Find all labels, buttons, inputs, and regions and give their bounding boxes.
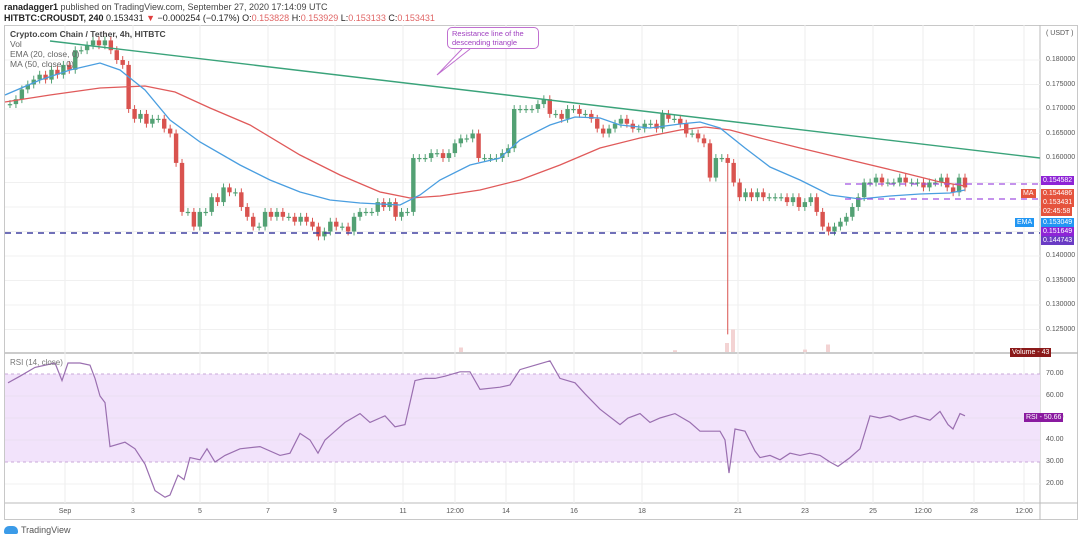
- chart-frame: [4, 25, 1078, 520]
- time-tick: 12:00: [1015, 508, 1033, 515]
- price-tag: 0.153431: [1041, 198, 1075, 207]
- price-tag: 0.154486: [1041, 189, 1075, 198]
- price-tag: 0.153049: [1041, 218, 1075, 227]
- rsi-tick: 40.00: [1046, 436, 1064, 443]
- rsi-tag-value: 50.66: [1043, 414, 1062, 421]
- volume-tag-label: Volume: [1012, 349, 1036, 356]
- legend-ema[interactable]: EMA (20, close, 0): [10, 49, 80, 59]
- time-tick: 21: [734, 508, 742, 515]
- down-arrow-icon: ▼: [146, 13, 156, 23]
- time-tick: 14: [502, 508, 510, 515]
- rsi-tick: 60.00: [1046, 392, 1064, 399]
- rsi-tick: 20.00: [1046, 480, 1064, 487]
- price-tag: 0.154582: [1041, 176, 1075, 185]
- price-tag-label: MA: [1021, 189, 1036, 198]
- price-tag: 0.144743: [1041, 236, 1075, 245]
- close-value: 0.153431: [397, 13, 435, 23]
- price-tag: 0.151649: [1041, 227, 1075, 236]
- rsi-tag-label: RSI: [1026, 414, 1038, 421]
- legend-ma[interactable]: MA (50, close, 0): [10, 59, 74, 69]
- time-tick: 11: [399, 508, 407, 515]
- high-label: H:: [291, 13, 301, 23]
- logo-text: TradingView: [21, 525, 71, 535]
- price-tag: 02:45:58: [1041, 207, 1073, 216]
- last-price: 0.153431: [106, 13, 144, 23]
- currency-label[interactable]: ( USDT ): [1046, 30, 1074, 37]
- author: ranadagger1: [4, 2, 59, 12]
- time-tick: 5: [198, 508, 202, 515]
- open-label: O:: [242, 13, 252, 23]
- price-tick: 0.130000: [1046, 301, 1076, 308]
- rsi-tick: 70.00: [1046, 370, 1064, 377]
- time-tick: 23: [801, 508, 809, 515]
- tradingview-cloud-icon: [4, 526, 18, 534]
- legend-title: Crypto.com Chain / Tether, 4h, HITBTC: [10, 29, 166, 39]
- time-tick: Sep: [58, 508, 72, 515]
- price-tick: 0.135000: [1046, 276, 1076, 284]
- time-tick: 25: [869, 508, 877, 515]
- time-tick: 7: [266, 508, 270, 515]
- published-text: published on TradingView.com, September …: [60, 2, 328, 12]
- price-tick: 0.125000: [1046, 325, 1076, 333]
- legend-vol[interactable]: Vol: [10, 39, 22, 49]
- price-tick: 0.170000: [1046, 105, 1076, 112]
- time-tick: 16: [570, 508, 578, 515]
- time-tick: 18: [638, 508, 646, 515]
- time-tick: 3: [131, 508, 135, 515]
- price-tick: 0.140000: [1046, 252, 1076, 259]
- annotation-callout[interactable]: Resistance line of the descending triang…: [447, 27, 539, 49]
- rsi-title[interactable]: RSI (14, close): [10, 358, 63, 367]
- low-label: L:: [340, 13, 349, 23]
- time-tick: 28: [970, 508, 978, 515]
- symbol-line: HITBTC:CROUSDT, 240 0.153431 ▼ −0.000254…: [4, 13, 435, 23]
- price-tick: 0.180000: [1046, 56, 1076, 63]
- high-value: 0.153929: [300, 13, 339, 23]
- tradingview-logo[interactable]: TradingView: [4, 525, 71, 535]
- currency: USDT: [1050, 30, 1070, 37]
- rsi-tick: 30.00: [1046, 458, 1064, 465]
- price-tick: 0.175000: [1046, 80, 1076, 88]
- volume-tag-value: 43: [1041, 349, 1050, 356]
- close-label: C:: [388, 13, 398, 23]
- price-tick: 0.165000: [1046, 129, 1076, 137]
- price-change: −0.000254 (−0.17%): [157, 13, 240, 23]
- published-line: ranadagger1 published on TradingView.com…: [4, 2, 328, 12]
- open-value: 0.153828: [251, 13, 290, 23]
- chart-legend: Crypto.com Chain / Tether, 4h, HITBTC Vo…: [10, 29, 166, 69]
- price-tick: 0.160000: [1046, 154, 1076, 161]
- price-tag-label: EMA: [1015, 218, 1035, 227]
- symbol: HITBTC:CROUSDT, 240: [4, 13, 104, 23]
- low-value: 0.153133: [348, 13, 386, 23]
- time-tick: 9: [333, 508, 337, 515]
- volume-tag: Volume - 43: [1010, 348, 1052, 357]
- rsi-tag: RSI - 50.66: [1024, 413, 1064, 422]
- time-tick: 12:00: [914, 508, 932, 515]
- time-tick: 12:00: [446, 508, 464, 515]
